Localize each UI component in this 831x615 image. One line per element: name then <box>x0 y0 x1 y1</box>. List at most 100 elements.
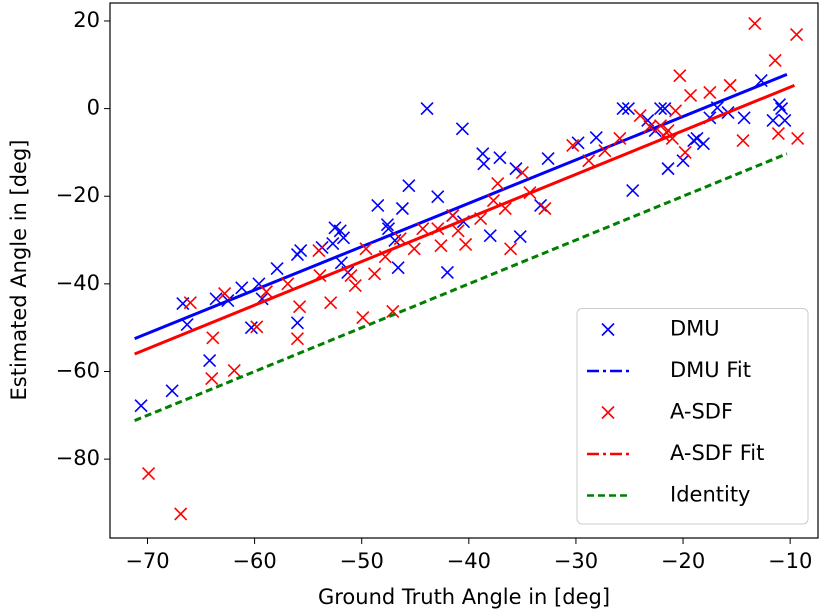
marker <box>250 320 264 334</box>
marker <box>791 131 805 145</box>
marker <box>344 268 358 283</box>
marker <box>293 300 307 314</box>
marker <box>174 507 188 521</box>
marker <box>259 285 273 299</box>
marker <box>653 102 668 116</box>
legend-label: A-SDF <box>670 400 733 424</box>
marker <box>621 102 635 116</box>
marker <box>736 134 750 148</box>
marker <box>203 353 217 368</box>
marker <box>141 467 156 481</box>
plot-frame <box>109 2 819 539</box>
marker <box>504 242 518 256</box>
y-tick-label: 0 <box>87 96 100 120</box>
marker <box>766 113 780 127</box>
marker <box>613 131 627 145</box>
marker <box>459 237 473 251</box>
marker <box>367 267 382 281</box>
marker <box>678 145 692 159</box>
legend-box <box>576 308 809 525</box>
marker <box>653 119 668 133</box>
legend: DMU DMU Fit A-SDF A-SDF Fit Identity <box>576 308 809 525</box>
marker <box>402 179 416 193</box>
marker <box>589 130 603 145</box>
marker <box>359 242 373 256</box>
marker <box>290 332 305 346</box>
legend-label: A-SDF Fit <box>670 441 764 465</box>
x-tick-label: −30 <box>554 549 598 573</box>
marker <box>333 224 347 238</box>
marker <box>643 119 657 134</box>
marker <box>768 53 782 67</box>
marker <box>598 144 612 158</box>
marker <box>371 198 385 212</box>
marker <box>493 151 507 165</box>
marker <box>723 78 737 92</box>
marker <box>509 162 523 176</box>
marker <box>244 321 258 335</box>
marker <box>633 109 647 123</box>
marker <box>270 261 284 276</box>
marker <box>483 229 497 243</box>
marker <box>661 162 675 176</box>
marker <box>183 296 197 310</box>
marker <box>538 201 552 216</box>
marker <box>486 194 501 208</box>
marker <box>748 17 762 31</box>
marker <box>451 224 465 238</box>
marker <box>326 236 340 251</box>
legend-label: Identity <box>670 483 750 507</box>
y-tick-label: −80 <box>56 446 100 470</box>
marker <box>290 316 305 330</box>
marker <box>658 102 672 116</box>
marker <box>395 201 409 216</box>
marker <box>440 265 454 280</box>
x-axis-label: Ground Truth Angle in [deg] <box>318 585 610 609</box>
marker <box>134 399 148 413</box>
marker <box>491 176 505 191</box>
fit-line <box>134 73 788 341</box>
legend-marker <box>601 322 615 337</box>
marker <box>703 85 717 99</box>
marker <box>683 88 698 103</box>
marker <box>668 104 683 118</box>
y-tick-label: −60 <box>56 358 100 382</box>
marker <box>771 127 785 141</box>
y-tick-label: −40 <box>56 271 100 295</box>
marker <box>281 277 295 291</box>
marker <box>737 111 751 125</box>
y-axis-label: Estimated Angle in [deg] <box>7 140 31 401</box>
marker <box>391 261 405 275</box>
marker <box>416 222 430 236</box>
x-tick-label: −20 <box>661 549 705 573</box>
marker <box>205 371 219 386</box>
fit-line <box>134 83 796 356</box>
marker <box>477 157 491 171</box>
marker <box>513 229 527 244</box>
marker <box>616 102 630 116</box>
marker <box>676 154 690 168</box>
marker <box>294 243 308 258</box>
marker <box>455 122 469 136</box>
legend-marker <box>601 405 615 420</box>
marker <box>165 384 179 398</box>
x-tick-label: −10 <box>768 549 812 573</box>
marker <box>356 311 370 325</box>
y-tick-label: −20 <box>56 183 100 207</box>
x-tick-label: −50 <box>340 549 384 573</box>
marker <box>336 231 351 245</box>
marker <box>227 364 241 378</box>
marker <box>348 279 362 293</box>
marker <box>324 296 338 310</box>
marker <box>696 137 710 151</box>
x-tick-label: −70 <box>125 549 169 573</box>
marker <box>515 166 529 180</box>
marker <box>206 331 220 345</box>
fit-line <box>134 152 788 422</box>
marker <box>775 102 789 116</box>
marker <box>690 131 704 145</box>
marker <box>312 243 326 258</box>
marker <box>673 69 687 83</box>
